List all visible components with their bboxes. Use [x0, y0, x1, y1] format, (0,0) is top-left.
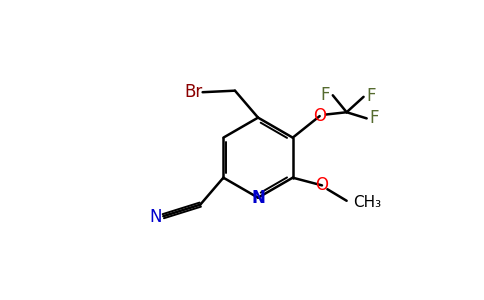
Text: F: F: [370, 110, 379, 128]
Text: O: O: [316, 176, 329, 194]
Text: F: F: [320, 85, 330, 103]
Text: O: O: [313, 107, 326, 125]
Text: Br: Br: [184, 83, 202, 101]
Text: F: F: [366, 87, 376, 105]
Text: N: N: [150, 208, 162, 226]
Text: CH₃: CH₃: [353, 195, 381, 210]
Text: N: N: [251, 190, 265, 208]
